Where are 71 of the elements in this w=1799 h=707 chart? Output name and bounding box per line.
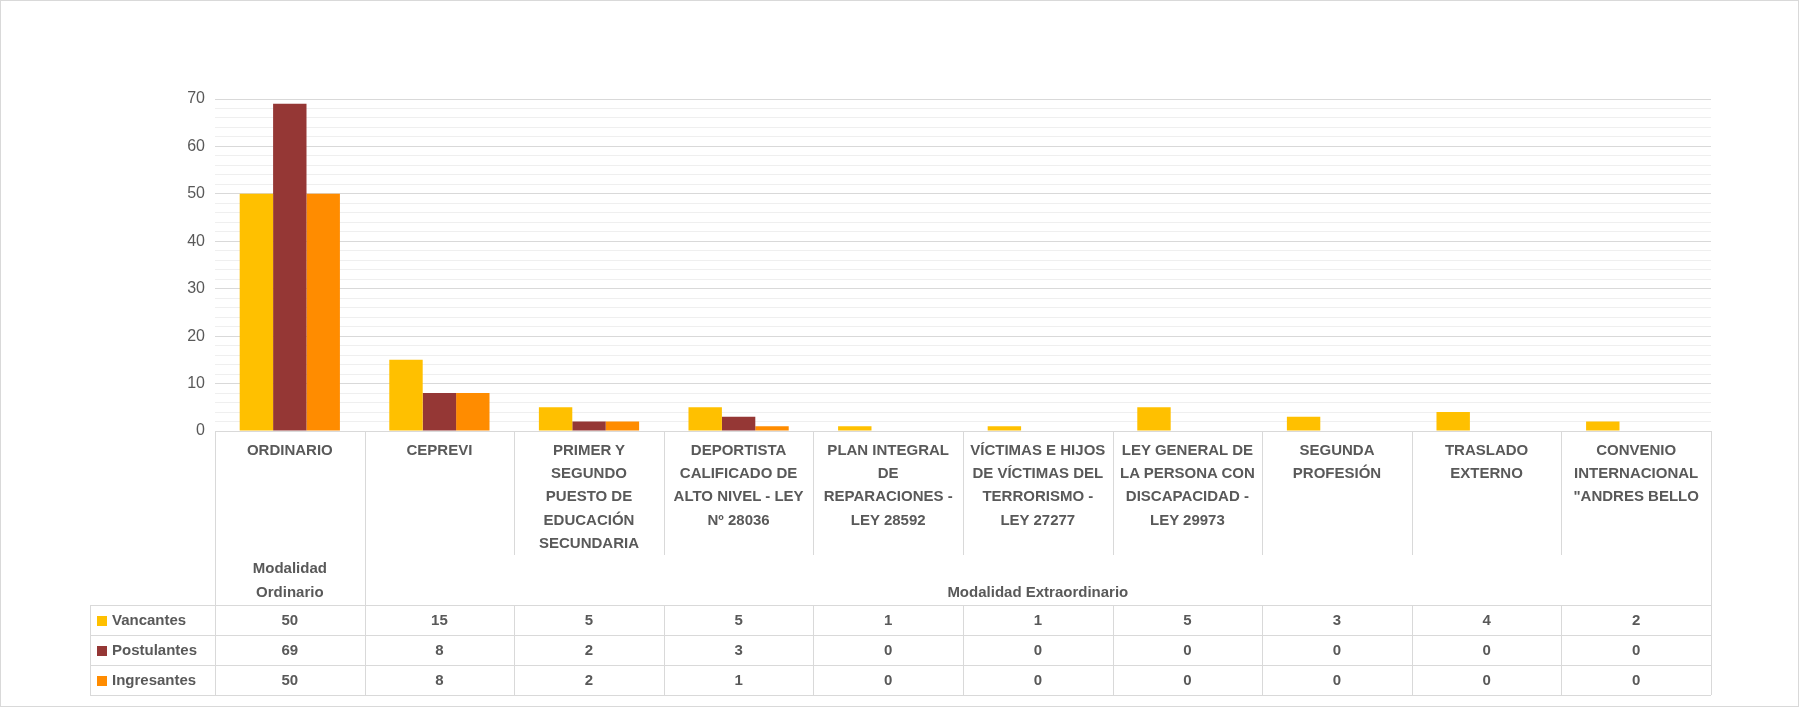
data-label: 0 xyxy=(1632,671,1641,689)
data-label: 5 xyxy=(584,611,594,629)
data-label: 0 xyxy=(1482,641,1491,659)
bar xyxy=(273,103,307,431)
x-tick-label: DEPORTISTA CALIFICADO DE ALTO NIVEL - LEY Nº 28036 xyxy=(673,440,804,528)
x-tick-label: CEPREVI xyxy=(406,440,473,458)
data-label: 0 xyxy=(884,671,893,689)
x-tick-label: CONVENIO INTERNACIONAL "ANDRES BELLO xyxy=(1573,440,1700,505)
bar xyxy=(389,359,423,431)
data-label: 3 xyxy=(1332,611,1342,629)
legend-label: Vancantes xyxy=(112,611,187,629)
x-tick-label: PRIMER Y SEGUNDO PUESTO DE EDUCACIÓN SECUNDARIA xyxy=(538,440,640,551)
data-label: 0 xyxy=(1183,671,1192,689)
bar xyxy=(1137,407,1171,431)
data-label: 2 xyxy=(584,641,594,659)
x-tick-label: LEY GENERAL DE LA PERSONA CON DISCAPACIDAD - LEY 29973 xyxy=(1120,440,1255,528)
bar xyxy=(721,416,756,431)
x-tick-label: ORDINARIO xyxy=(246,440,334,458)
bar xyxy=(1436,412,1470,431)
data-label: 2 xyxy=(584,671,594,689)
data-label: 0 xyxy=(884,641,893,659)
y-tick-label: 40 xyxy=(187,231,206,249)
bar xyxy=(456,393,490,431)
data-label: 1 xyxy=(734,671,743,689)
x-tick-label: PLAN INTEGRAL DE REPARACIONES - LEY 28592 xyxy=(823,440,953,528)
text: Modalidad Ordinario xyxy=(252,559,327,601)
bar xyxy=(838,426,872,431)
bar xyxy=(755,426,789,431)
data-label: 69 xyxy=(281,641,299,659)
bar xyxy=(987,426,1022,431)
y-tick-label: 0 xyxy=(196,421,206,439)
bar xyxy=(605,421,640,431)
y-tick-label: 60 xyxy=(187,136,206,154)
data-label: 3 xyxy=(734,641,743,659)
data-label: 2 xyxy=(1632,611,1641,629)
data-label: 50 xyxy=(281,611,299,629)
bar xyxy=(538,407,573,431)
data-label: 0 xyxy=(1482,671,1491,689)
data-label: 8 xyxy=(435,671,444,689)
bar xyxy=(306,193,340,431)
y-tick-label: 50 xyxy=(187,184,206,202)
bar xyxy=(239,193,274,431)
data-label: 0 xyxy=(1183,641,1192,659)
x-tick-label: VÍCTIMAS E HIJOS DE VÍCTIMAS DEL TERRORISMO - LEY 27277 xyxy=(970,440,1106,528)
data-label: 1 xyxy=(1033,611,1042,629)
bar xyxy=(572,421,606,431)
data-label: 5 xyxy=(1183,611,1192,629)
bar xyxy=(1586,421,1620,431)
data-label: 0 xyxy=(1033,641,1042,659)
legend-label: Postulantes xyxy=(112,641,198,659)
data-label: 8 xyxy=(435,641,444,659)
legend-label: Ingresantes xyxy=(112,671,197,689)
x-tick-label: SEGUNDA PROFESIÓN xyxy=(1292,440,1382,482)
data-label: 0 xyxy=(1632,641,1641,659)
y-tick-label: 30 xyxy=(187,279,206,297)
data-label: 0 xyxy=(1332,671,1342,689)
y-tick-label: 10 xyxy=(187,373,206,391)
data-label: 50 xyxy=(281,671,299,689)
bar xyxy=(1286,416,1321,431)
data-label: 1 xyxy=(884,611,893,629)
text: Modalidad Extraordinario xyxy=(947,583,1129,601)
bar xyxy=(422,393,457,431)
data-label: 5 xyxy=(734,611,743,629)
data-label: 4 xyxy=(1482,611,1492,629)
data-label: 0 xyxy=(1033,671,1042,689)
y-tick-label: 20 xyxy=(187,326,206,344)
bar xyxy=(688,407,722,431)
data-label: 0 xyxy=(1332,641,1342,659)
data-label: 15 xyxy=(431,611,448,629)
x-tick-label: TRASLADO EXTERNO xyxy=(1444,440,1529,482)
y-tick-label: 70 xyxy=(187,89,206,107)
